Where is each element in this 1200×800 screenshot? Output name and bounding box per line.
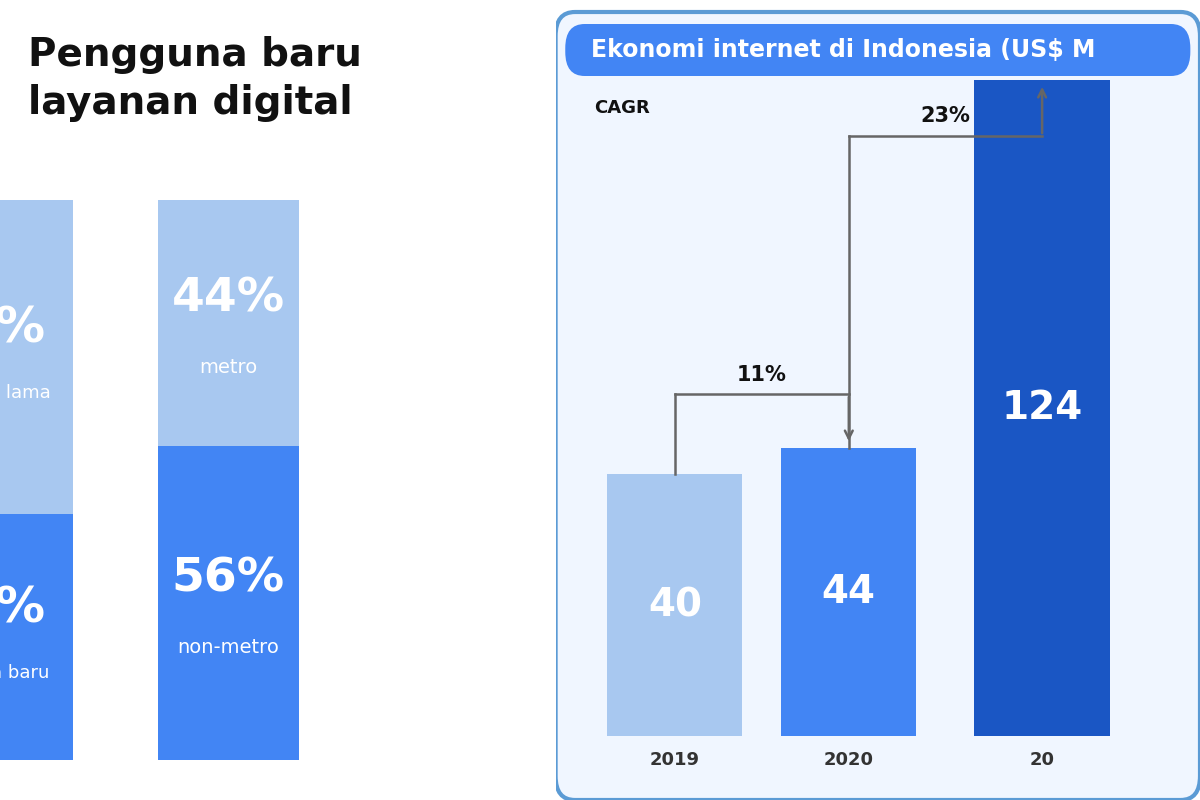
Text: a baru: a baru	[0, 664, 49, 682]
Bar	[781, 448, 917, 736]
Text: %: %	[0, 585, 44, 633]
Text: 2019: 2019	[650, 751, 700, 769]
Text: a lama: a lama	[0, 384, 50, 402]
Text: 23%: 23%	[920, 106, 971, 126]
FancyBboxPatch shape	[565, 24, 1190, 76]
Text: 2020: 2020	[824, 751, 874, 769]
Bar	[158, 446, 299, 760]
Bar	[0, 200, 73, 514]
Text: 20: 20	[1030, 751, 1055, 769]
Text: non-metro: non-metro	[178, 638, 280, 657]
Text: 124: 124	[1002, 389, 1082, 427]
FancyBboxPatch shape	[556, 12, 1200, 800]
Text: Pengguna baru: Pengguna baru	[29, 36, 362, 74]
Text: metro: metro	[199, 358, 258, 377]
Text: 44: 44	[822, 573, 876, 611]
Text: %: %	[0, 305, 44, 353]
Text: 11%: 11%	[737, 365, 787, 385]
Text: 56%: 56%	[172, 557, 284, 602]
Bar	[158, 200, 299, 446]
Bar	[0, 514, 73, 760]
Text: Ekonomi internet di Indonesia (US$ M: Ekonomi internet di Indonesia (US$ M	[592, 38, 1096, 62]
Bar	[607, 474, 743, 736]
Text: CAGR: CAGR	[594, 99, 650, 117]
Text: layanan digital: layanan digital	[29, 84, 353, 122]
Text: 40: 40	[648, 586, 702, 624]
Bar	[974, 80, 1110, 736]
Text: 44%: 44%	[172, 277, 284, 322]
